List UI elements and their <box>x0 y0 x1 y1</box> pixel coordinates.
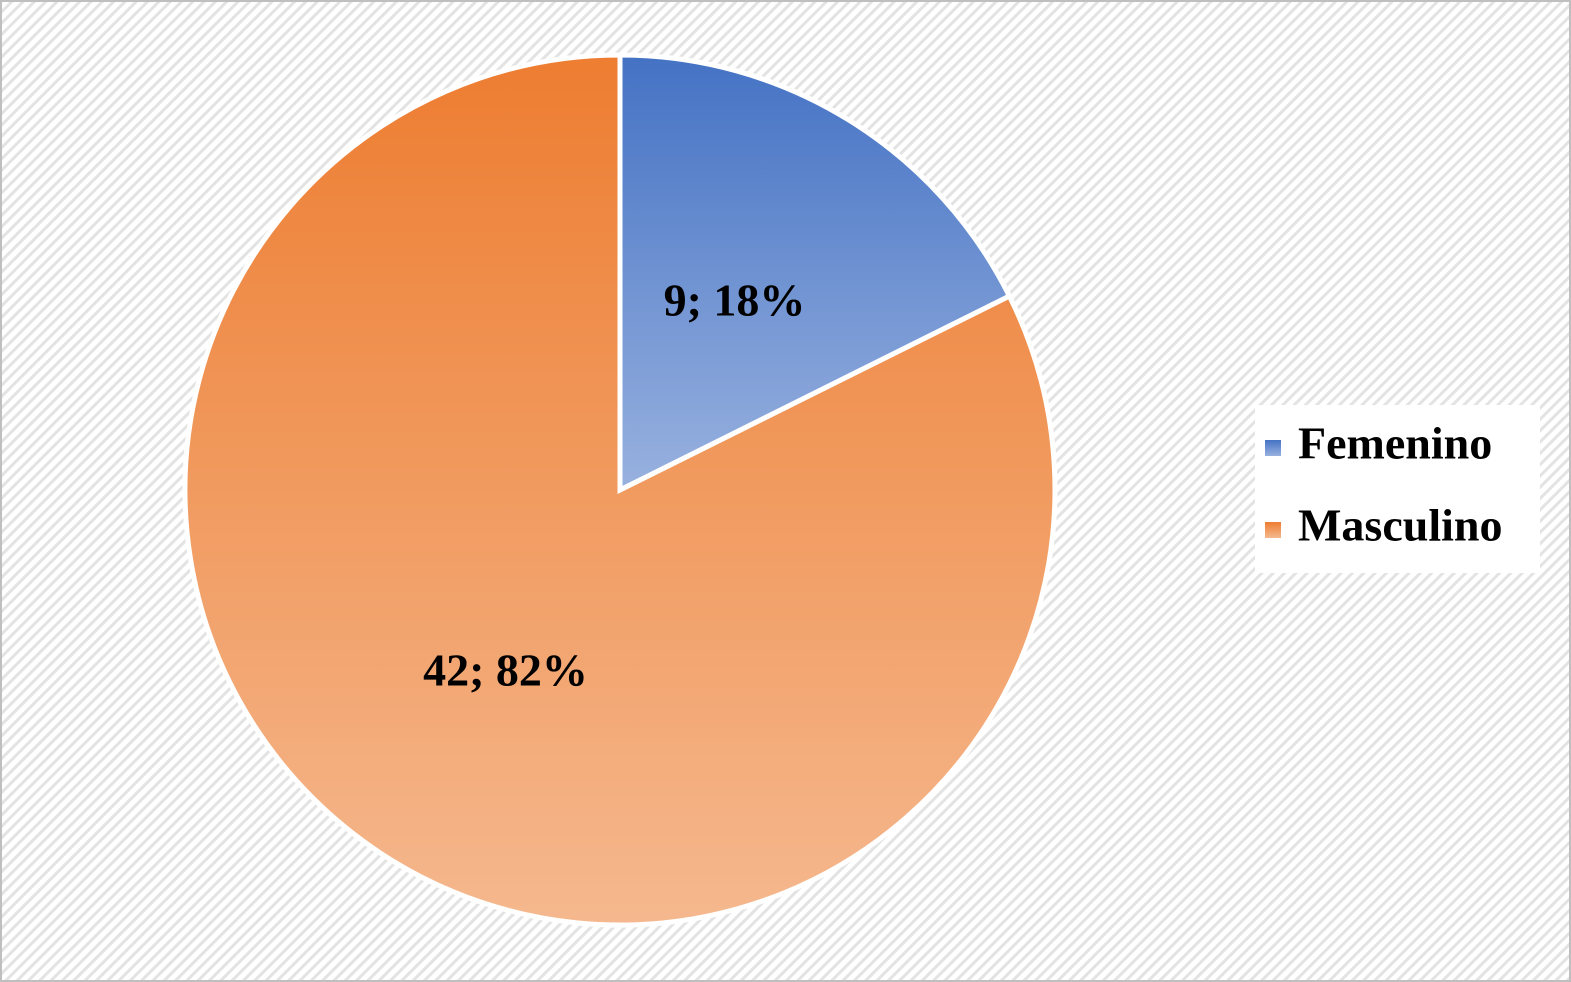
pie-slice <box>617 52 1013 495</box>
legend-box <box>1255 405 1540 573</box>
data-label: 42; 82% <box>423 644 588 695</box>
legend-label: Femenino <box>1298 418 1492 469</box>
legend-swatch <box>1265 522 1281 538</box>
data-label: 9; 18% <box>664 275 806 326</box>
legend-swatch <box>1265 440 1281 456</box>
legend-label: Masculino <box>1298 500 1502 551</box>
pie-slice <box>182 52 1058 928</box>
